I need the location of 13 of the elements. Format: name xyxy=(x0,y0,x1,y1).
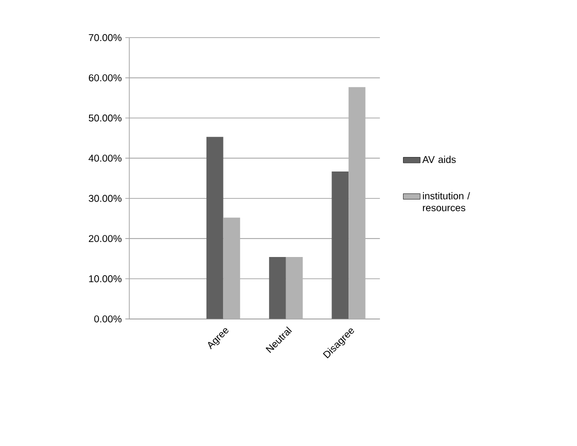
y-tick-label: 50.00% xyxy=(88,114,122,122)
y-tick-label: 40.00% xyxy=(88,154,122,162)
y-tick-label: 10.00% xyxy=(89,275,122,282)
y-tick-label: 20.00% xyxy=(88,235,122,242)
y-tick-label: 30.00% xyxy=(88,195,122,202)
bar xyxy=(269,257,286,320)
legend-label: institution / resources xyxy=(422,192,470,212)
y-tick-label: 70.00% xyxy=(88,34,122,42)
legend-label: AV aids xyxy=(422,156,456,164)
y-tick-label: 0.00% xyxy=(94,316,122,323)
y-tick-label: 60.00% xyxy=(88,74,122,82)
bar xyxy=(332,172,349,320)
bar xyxy=(206,137,224,320)
